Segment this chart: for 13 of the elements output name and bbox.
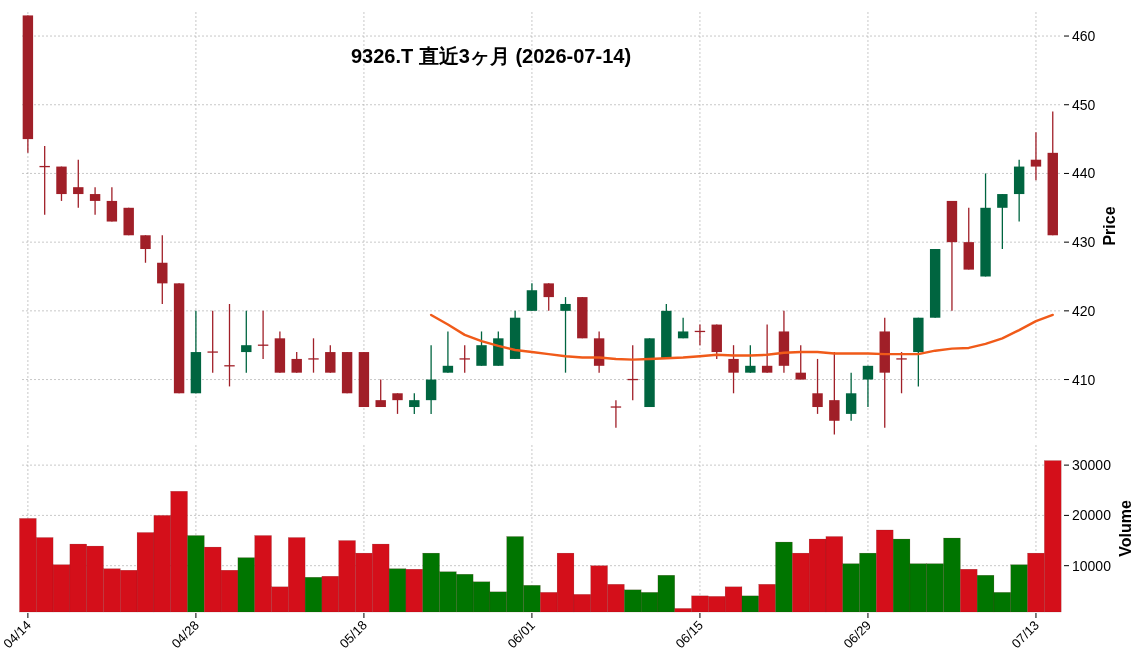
y-tick-label: 440 bbox=[1072, 165, 1096, 182]
y-tick-label: 410 bbox=[1072, 371, 1096, 388]
y-tick-label: 30000 bbox=[1072, 457, 1112, 474]
line-series bbox=[429, 313, 1054, 361]
y-tick-label: 430 bbox=[1072, 234, 1096, 251]
y-tick-label: 460 bbox=[1072, 28, 1096, 45]
y-tick-label: 10000 bbox=[1072, 557, 1112, 574]
y-axis-title: Price bbox=[1101, 206, 1119, 246]
y-tick-label: 450 bbox=[1072, 96, 1096, 113]
y-tick-label: 20000 bbox=[1072, 507, 1112, 524]
text: 9326.T 直近3ヶ月 (2026-07-14) bbox=[350, 45, 632, 67]
y-axis-title: Volume bbox=[1116, 500, 1134, 557]
y-tick-label: 420 bbox=[1072, 302, 1096, 319]
